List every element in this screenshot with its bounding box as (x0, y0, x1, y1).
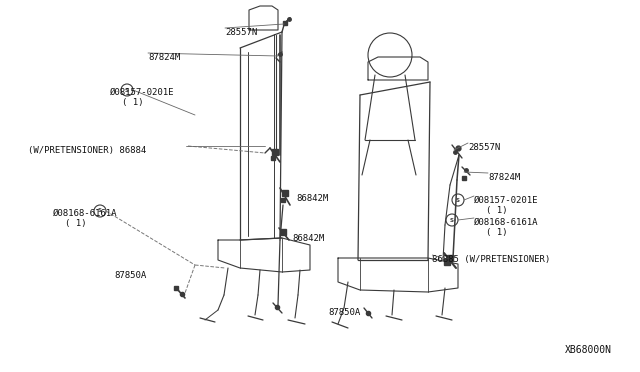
Text: 28557N: 28557N (225, 28, 257, 37)
Text: ( 1): ( 1) (486, 206, 508, 215)
Text: S: S (98, 208, 102, 214)
Text: 87850A: 87850A (114, 271, 147, 280)
Text: 86885 (W/PRETENSIONER): 86885 (W/PRETENSIONER) (432, 255, 550, 264)
Text: ( 1): ( 1) (65, 219, 86, 228)
Text: S: S (125, 87, 129, 93)
Text: (W/PRETENSIONER) 86884: (W/PRETENSIONER) 86884 (28, 146, 147, 155)
Text: 86842M: 86842M (292, 234, 324, 243)
Text: ( 1): ( 1) (486, 228, 508, 237)
Text: XB68000N: XB68000N (565, 345, 612, 355)
Text: 87850A: 87850A (328, 308, 360, 317)
Text: 87824M: 87824M (488, 173, 520, 182)
Text: S: S (456, 198, 460, 202)
Text: 87824M: 87824M (148, 53, 180, 62)
Text: 28557N: 28557N (468, 143, 500, 152)
Text: Ø08157-0201E: Ø08157-0201E (110, 88, 175, 97)
Text: 86842M: 86842M (296, 194, 328, 203)
Text: S: S (450, 218, 454, 222)
Text: Ø08168-6161A: Ø08168-6161A (53, 209, 118, 218)
Text: Ø08157-0201E: Ø08157-0201E (474, 196, 538, 205)
Text: ( 1): ( 1) (122, 98, 143, 107)
Text: Ø08168-6161A: Ø08168-6161A (474, 218, 538, 227)
